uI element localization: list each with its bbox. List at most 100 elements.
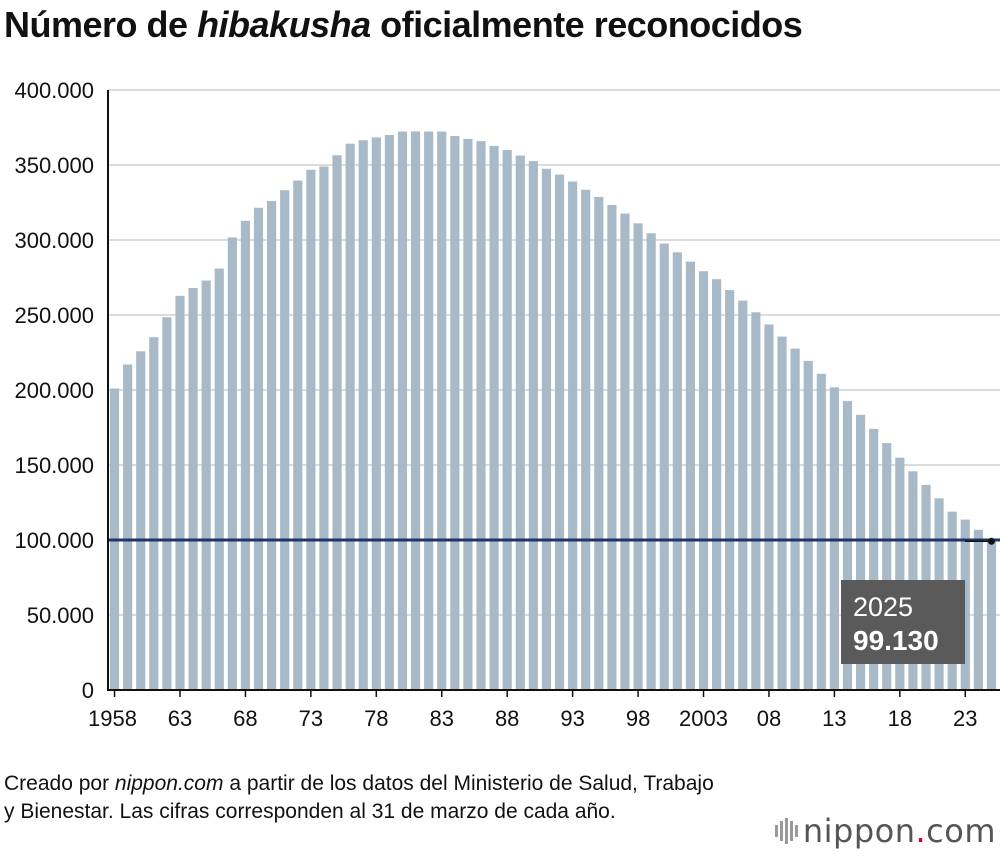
y-tick-label: 350.000 [14, 153, 94, 178]
bar [738, 300, 748, 690]
annotation-dot [987, 537, 995, 545]
bar [489, 145, 499, 690]
bar [869, 428, 879, 690]
x-tick-label: 63 [168, 706, 192, 731]
x-tick-label: 18 [888, 706, 912, 731]
axes: 0 50.000 100.000 150.000 200.000 250.000 300.0… [14, 78, 1000, 731]
bar [502, 150, 512, 690]
bar [332, 155, 342, 690]
bar [790, 348, 800, 690]
bar [528, 161, 538, 691]
bar [267, 201, 277, 690]
bar [463, 138, 473, 690]
bar [672, 252, 682, 691]
bar [855, 414, 866, 690]
source-note: Creado por nippon.com a partir de los da… [4, 770, 724, 826]
bar [188, 288, 198, 690]
bar [123, 364, 133, 690]
x-tick-label: 1958 [88, 706, 137, 731]
bar [842, 400, 853, 690]
bar [345, 143, 355, 690]
annotation-box [841, 580, 965, 664]
y-tick-label: 400.000 [14, 78, 94, 103]
bar [358, 140, 368, 690]
bar [777, 336, 787, 690]
bar [698, 271, 709, 690]
x-tick-label: 88 [495, 706, 519, 731]
bar [384, 135, 394, 690]
nippon-logo: nippon.com [774, 812, 996, 850]
logo-tld: com [926, 812, 996, 850]
bar [986, 541, 997, 690]
bar [515, 155, 525, 691]
bar [973, 529, 983, 690]
bar [803, 360, 813, 690]
bar [175, 295, 185, 690]
y-tick-label: 300.000 [14, 228, 94, 253]
annotation-year: 2025 [853, 592, 913, 622]
source-post: a partir de los datos del Ministerio de … [4, 772, 714, 823]
logo-text: nippon.com [803, 812, 996, 850]
x-tick-label: 93 [560, 706, 584, 731]
bar [293, 180, 303, 690]
bar [450, 136, 460, 691]
bar [253, 207, 264, 690]
title-emphasis: hibakusha [197, 4, 371, 45]
bar [280, 190, 290, 690]
bar [607, 204, 617, 690]
bar [476, 141, 486, 690]
y-tick-label: 0 [82, 678, 94, 703]
title-post: oficialmente reconocidos [380, 4, 803, 45]
bar [620, 213, 630, 690]
logo-main: nippon [802, 812, 916, 850]
source-site: nippon.com [114, 772, 224, 795]
bar [895, 457, 905, 690]
logo-mark-icon [774, 818, 798, 844]
logo-dot: . [915, 812, 927, 850]
y-tick-label: 150.000 [14, 453, 94, 478]
bar [685, 261, 696, 690]
y-tick-label: 200.000 [14, 378, 94, 403]
bar [594, 196, 604, 690]
bar [816, 373, 826, 690]
bar [581, 189, 591, 690]
bar [227, 237, 237, 690]
bar [306, 169, 316, 691]
bar [712, 279, 722, 690]
bar [397, 131, 408, 691]
bar [751, 312, 761, 690]
bar [149, 337, 159, 690]
chart-title: Número de hibakusha oficialmente reconoc… [4, 4, 803, 46]
x-tick-label: 83 [430, 706, 454, 731]
bar [214, 268, 224, 690]
annotation-value: 99.130 [853, 625, 939, 656]
bar [410, 131, 421, 690]
x-tick-label: 23 [953, 706, 977, 731]
x-tick-label: 08 [757, 706, 781, 731]
bar [240, 220, 251, 691]
bar [554, 174, 565, 691]
y-tick-label: 50.000 [27, 603, 94, 628]
x-tick-label: 13 [822, 706, 846, 731]
bar [424, 131, 434, 691]
bar [162, 317, 172, 690]
bar [568, 181, 578, 690]
x-tick-label: 73 [299, 706, 323, 731]
x-tick-label: 98 [626, 706, 650, 731]
bar [541, 168, 552, 690]
bar [371, 137, 381, 690]
bars [109, 131, 997, 691]
bar [201, 280, 211, 690]
bar [437, 131, 447, 691]
bar [882, 443, 892, 690]
bar [136, 351, 146, 690]
bar [764, 324, 774, 690]
x-tick-label: 2003 [679, 706, 728, 731]
y-tick-label: 250.000 [14, 303, 94, 328]
x-tick-label: 78 [364, 706, 388, 731]
bar-chart: 0 50.000 100.000 150.000 200.000 250.000 300.0… [14, 78, 1000, 731]
bar [725, 290, 735, 690]
bar [646, 233, 656, 690]
x-tick-label: 68 [233, 706, 257, 731]
